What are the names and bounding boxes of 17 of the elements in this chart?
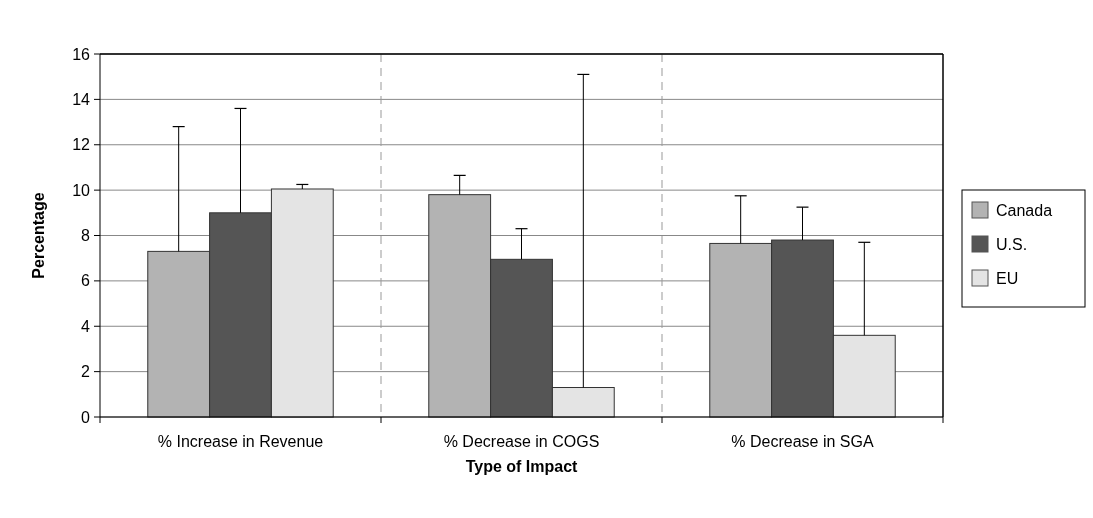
x-tick-label: % Decrease in SGA xyxy=(731,433,874,450)
y-tick-label: 6 xyxy=(81,272,91,290)
y-tick-label: 16 xyxy=(72,45,91,63)
y-axis-title: Percentage xyxy=(30,192,47,279)
x-tick-label: % Decrease in COGS xyxy=(443,433,600,450)
legend-label: U.S. xyxy=(996,236,1028,253)
legend-label: EU xyxy=(996,270,1019,287)
y-tick-label: 8 xyxy=(81,227,91,245)
x-tick-label: % Increase in Revenue xyxy=(157,433,324,450)
x-axis-title: Type of Impact xyxy=(465,458,579,475)
y-tick-label: 14 xyxy=(72,90,91,108)
legend-label: Canada xyxy=(996,202,1053,219)
y-tick-label: 10 xyxy=(72,181,91,199)
y-tick-label: 4 xyxy=(81,317,91,335)
y-tick-label: 12 xyxy=(72,136,91,154)
y-tick-label: 2 xyxy=(81,363,91,381)
y-tick-label: 0 xyxy=(81,408,91,426)
